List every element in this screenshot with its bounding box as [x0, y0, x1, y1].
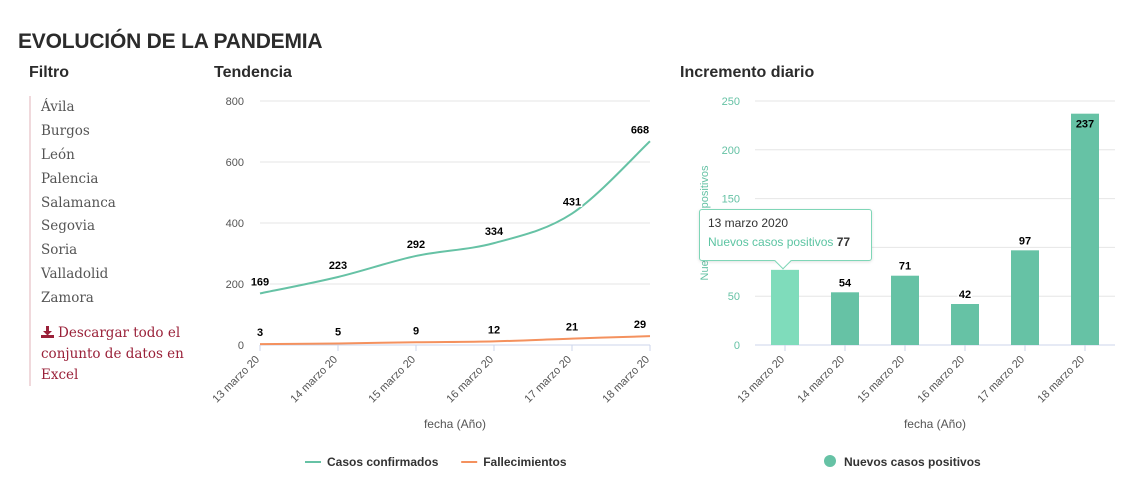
bar-tooltip: 13 marzo 2020 Nuevos casos positivos 77 [699, 209, 872, 270]
trend-data-label-casos-confirmados: 223 [329, 260, 347, 272]
filter-item-zamora[interactable]: Zamora [41, 290, 94, 307]
daily-x-tick-label: 16 marzo 20 [915, 354, 967, 406]
trend-x-tick-label: 17 marzo 20 [522, 354, 574, 406]
daily-bar [1071, 113, 1099, 345]
filter-item-burgos[interactable]: Burgos [41, 122, 90, 139]
daily-y-tick-label: 250 [722, 96, 740, 108]
filter-item-salamanca[interactable]: Salamanca [41, 194, 116, 211]
trend-x-tick-label: 14 marzo 20 [288, 354, 340, 406]
daily-legend-swatch [824, 455, 836, 467]
daily-x-tick-label: 13 marzo 20 [735, 354, 787, 406]
daily-data-label: 97 [1019, 235, 1031, 247]
trend-y-tick-label: 400 [226, 218, 244, 230]
trend-data-label-casos-confirmados: 668 [631, 124, 649, 136]
trend-data-label-casos-confirmados: 431 [563, 197, 581, 209]
trend-line-casos-confirmados [259, 140, 651, 295]
trend-data-label-fallecimientos: 29 [634, 319, 646, 331]
trend-data-label-fallecimientos: 9 [413, 325, 419, 337]
daily-legend-label: Nuevos casos positivos [844, 455, 981, 469]
daily-y-tick-label: 0 [734, 340, 740, 352]
tooltip-series-label: Nuevos casos positivos [708, 235, 834, 249]
download-icon [41, 326, 54, 339]
trend-data-label-fallecimientos: 21 [566, 322, 578, 334]
trend-legend-label-fallecimientos: Fallecimientos [483, 455, 567, 469]
province-filter-list: Ávila Burgos León Palencia Salamanca Seg… [29, 96, 191, 387]
daily-data-label: 71 [899, 261, 911, 273]
trend-chart-title: Tendencia [214, 64, 292, 81]
daily-bar [831, 292, 859, 345]
daily-y-tick-label: 50 [728, 291, 740, 303]
daily-data-label: 237 [1076, 119, 1094, 131]
daily-chart: 050100150200250Nuevos casos positivos775… [699, 96, 1115, 469]
trend-data-label-casos-confirmados: 334 [485, 226, 504, 238]
filter-item-palencia[interactable]: Palencia [41, 170, 99, 187]
trend-x-tick-label: 16 marzo 20 [444, 354, 496, 406]
download-label: Descargar todo el conjunto de datos en E… [41, 325, 184, 384]
trend-x-tick-label: 15 marzo 20 [366, 354, 418, 406]
daily-bar [771, 269, 799, 345]
trend-legend-label-casos-confirmados: Casos confirmados [327, 455, 439, 469]
trend-data-label-fallecimientos: 12 [488, 324, 500, 336]
trend-x-axis-title: fecha (Año) [424, 417, 486, 431]
daily-y-tick-label: 150 [722, 194, 740, 206]
daily-bar [1011, 250, 1039, 345]
tooltip-value: 77 [836, 235, 851, 249]
trend-y-tick-label: 200 [226, 279, 244, 291]
filter-item-segovia[interactable]: Segovia [41, 218, 95, 235]
trend-line-fallecimientos [259, 335, 651, 346]
daily-chart-title: Incremento diario [680, 64, 815, 81]
filter-item-soria[interactable]: Soria [41, 242, 78, 259]
daily-bar [951, 304, 979, 345]
daily-x-tick-label: 15 marzo 20 [855, 354, 907, 406]
trend-data-label-casos-confirmados: 292 [407, 239, 425, 251]
filter-item-avila[interactable]: Ávila [41, 99, 75, 115]
trend-y-tick-label: 600 [226, 157, 244, 169]
trend-data-label-casos-confirmados: 169 [251, 276, 269, 288]
filter-item-leon[interactable]: León [41, 146, 75, 163]
daily-data-label: 42 [959, 289, 971, 301]
filter-title: Filtro [29, 64, 69, 81]
trend-y-tick-label: 800 [226, 96, 244, 108]
trend-data-label-fallecimientos: 3 [257, 327, 263, 339]
daily-bar [891, 275, 919, 345]
download-excel-link[interactable]: Descargar todo el conjunto de datos en E… [41, 323, 191, 386]
daily-x-tick-label: 14 marzo 20 [795, 354, 847, 406]
daily-y-tick-label: 200 [722, 145, 740, 157]
filter-item-valladolid[interactable]: Valladolid [41, 266, 109, 283]
trend-x-tick-label: 18 marzo 20 [600, 354, 652, 406]
tooltip-date: 13 marzo 2020 [708, 216, 789, 230]
daily-data-label: 54 [839, 277, 852, 289]
trend-x-tick-label: 13 marzo 20 [210, 354, 262, 406]
daily-x-tick-label: 18 marzo 20 [1035, 354, 1087, 406]
daily-x-tick-label: 17 marzo 20 [975, 354, 1027, 406]
trend-y-tick-label: 0 [238, 340, 244, 352]
daily-x-axis-title: fecha (Año) [904, 417, 966, 431]
trend-chart: 0 200 400 600 800 13 marzo 20 14 marzo 20 15 ma… [210, 96, 652, 469]
trend-data-label-fallecimientos: 5 [335, 326, 341, 338]
page-title: EVOLUCIÓN DE LA PANDEMIA [18, 30, 323, 53]
